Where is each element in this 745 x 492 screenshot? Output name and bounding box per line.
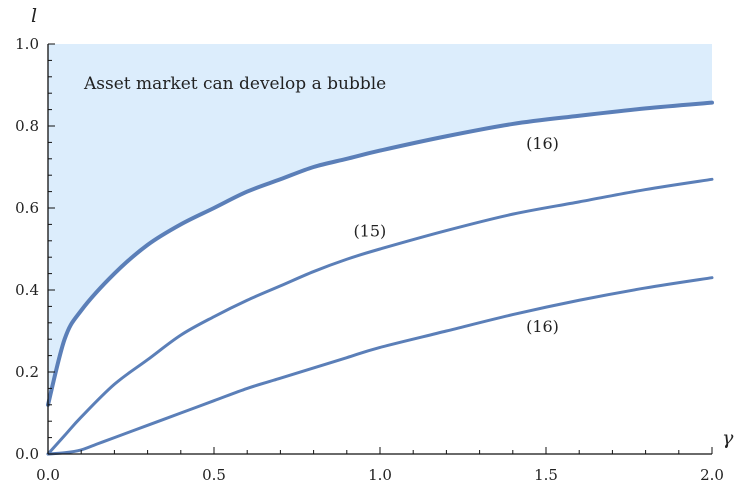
series-label-1: (16) xyxy=(526,134,559,153)
x-tick-label: 1.0 xyxy=(368,466,392,484)
x-tick-label: 0.0 xyxy=(36,466,60,484)
bubble-region-label: Asset market can develop a bubble xyxy=(83,74,386,94)
series-label-3: (16) xyxy=(526,317,559,336)
y-tick-label: 0.4 xyxy=(15,281,39,299)
y-tick-label: 0.0 xyxy=(15,445,39,463)
y-tick-label: 1.0 xyxy=(15,35,39,53)
y-axis-label: l xyxy=(31,5,37,27)
y-tick-label: 0.2 xyxy=(15,363,39,381)
y-tick-label: 0.8 xyxy=(15,117,39,135)
x-tick-label: 1.5 xyxy=(534,466,558,484)
x-tick-label: 0.5 xyxy=(202,466,226,484)
series-line-3 xyxy=(48,278,712,454)
x-tick-label: 2.0 xyxy=(700,466,724,484)
x-axis-label: γ xyxy=(722,427,734,449)
y-tick-label: 0.6 xyxy=(15,199,39,217)
series-label-2: (15) xyxy=(353,222,386,241)
